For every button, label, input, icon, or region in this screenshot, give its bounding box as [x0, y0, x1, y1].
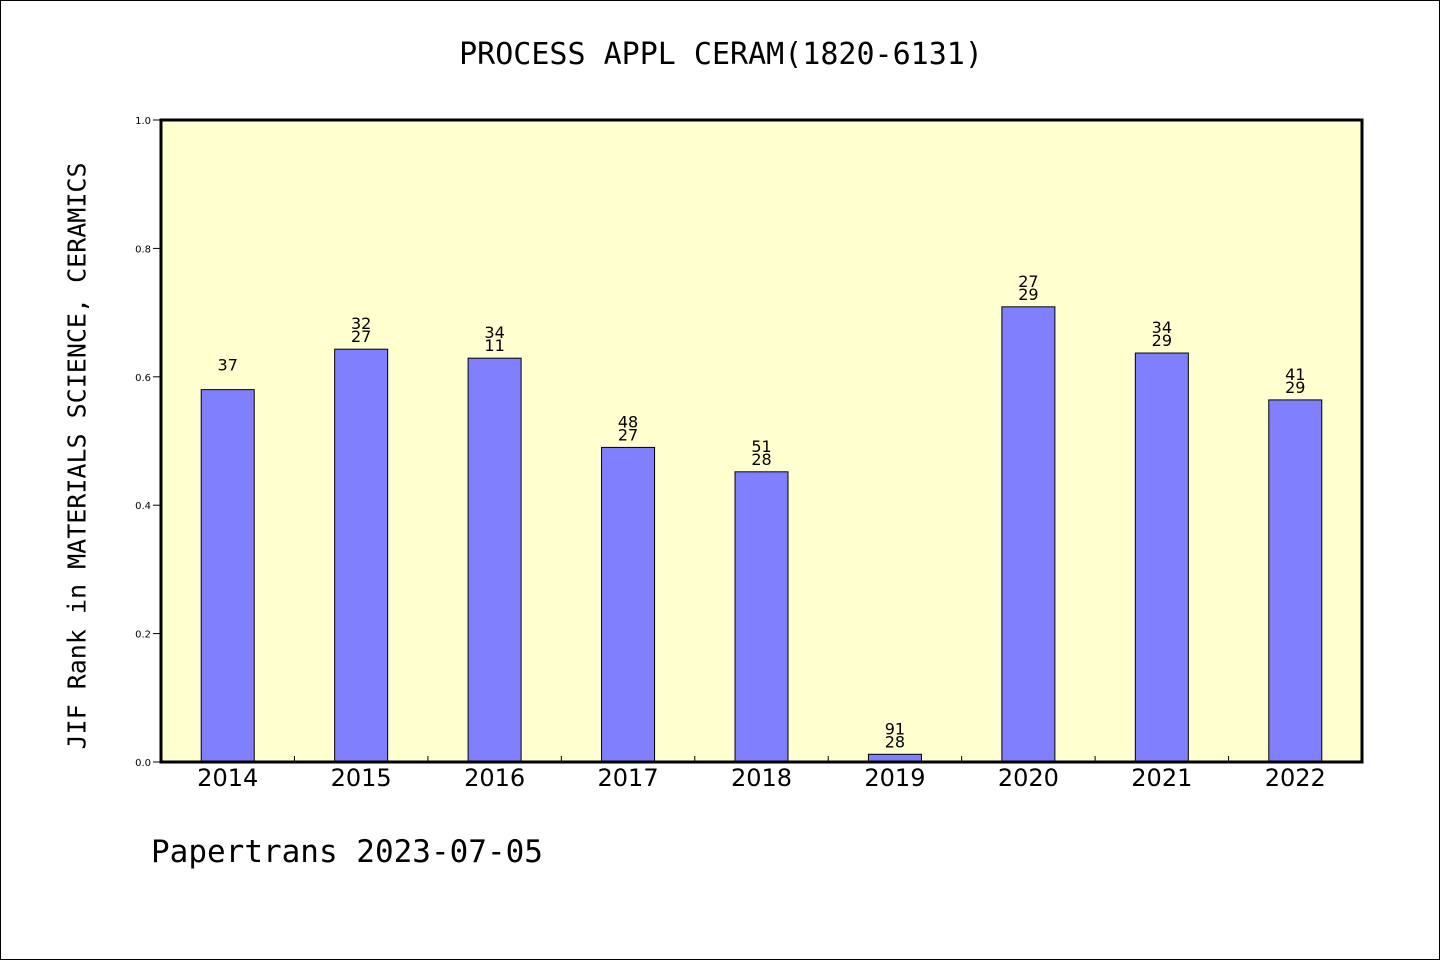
y-tick-label: 1.0 [135, 116, 151, 127]
x-tick-label: 2014 [197, 764, 258, 792]
x-tick-label: 2020 [998, 764, 1059, 792]
bar-value-label: 51 [751, 437, 771, 456]
chart-title: PROCESS APPL CERAM(1820-6131) [459, 37, 983, 72]
footer-credit: Papertrans 2023-07-05 [151, 834, 543, 870]
x-tick-label: 2018 [731, 764, 792, 792]
bar-value-label: 34 [1152, 318, 1172, 337]
bar-value-label: 48 [618, 412, 638, 431]
x-tick-label: 2016 [464, 764, 525, 792]
bar-value-label: 41 [1285, 365, 1305, 384]
bar-value-label: 29 [1152, 331, 1172, 350]
bar-value-label: 37 [218, 356, 238, 375]
y-tick-label: 0.0 [135, 758, 151, 769]
bar-value-label: 27 [618, 425, 638, 444]
x-tick-label: 2022 [1265, 764, 1326, 792]
bar-value-label: 28 [751, 450, 771, 469]
bar [334, 348, 389, 763]
bar-value-label: 11 [484, 336, 504, 355]
y-tick-label: 0.4 [135, 501, 151, 512]
bar-value-label: 28 [885, 732, 905, 751]
x-tick-label: 2017 [598, 764, 659, 792]
plot-border [159, 118, 1364, 764]
bar [200, 389, 255, 763]
x-tick-label: 2015 [331, 764, 392, 792]
bar [1268, 399, 1323, 763]
y-tick-label: 0.8 [135, 244, 151, 255]
x-tick-label: 2019 [864, 764, 925, 792]
bar-value-label: 91 [885, 719, 905, 738]
bar-value-label: 27 [351, 327, 371, 346]
bar-value-label: 34 [484, 323, 504, 342]
bar [1134, 352, 1189, 763]
x-tick-label: 2021 [1131, 764, 1192, 792]
bar-value-label: 29 [1018, 285, 1038, 304]
bar [467, 357, 522, 763]
bar-value-label: 32 [351, 314, 371, 333]
bar-value-label: 29 [1285, 378, 1305, 397]
bar [1001, 306, 1056, 763]
bar [601, 446, 656, 763]
y-tick-label: 0.2 [135, 630, 151, 641]
bar-value-label: 27 [1018, 272, 1038, 291]
y-tick-label: 0.6 [135, 373, 151, 384]
bar [734, 471, 789, 763]
